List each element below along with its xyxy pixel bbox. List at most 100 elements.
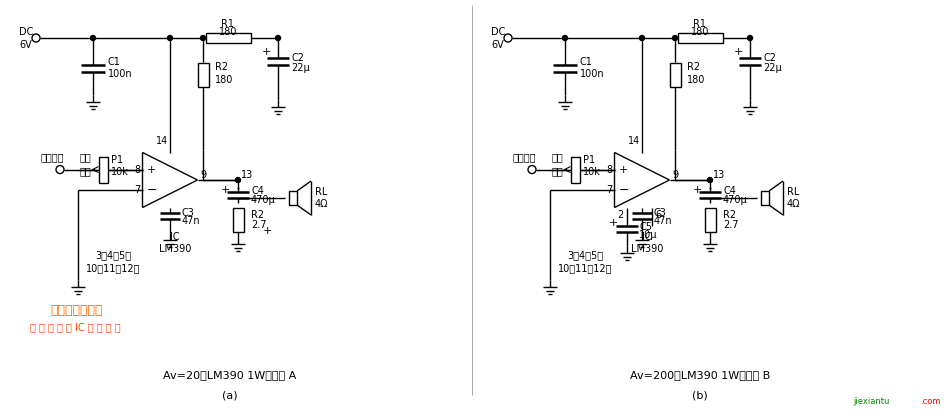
Text: 180: 180 [691,27,710,37]
Text: 100n: 100n [108,69,133,79]
Text: R2: R2 [215,62,228,72]
Text: −: − [146,184,157,197]
Text: C2: C2 [763,53,776,63]
Text: RL: RL [787,187,799,197]
Text: 14: 14 [628,136,640,146]
Circle shape [708,178,712,183]
Circle shape [673,35,677,40]
Circle shape [167,35,173,40]
Bar [677,33,723,43]
Text: 10μ: 10μ [639,230,657,240]
Text: DC: DC [491,27,505,37]
Text: 47n: 47n [654,216,673,226]
Text: 调节: 调节 [79,166,91,176]
Text: jiexiantu: jiexiantu [854,398,890,406]
Text: R2: R2 [251,210,264,220]
Text: 180: 180 [218,27,238,37]
Text: 100n: 100n [580,69,604,79]
Bar [705,208,715,232]
Text: .com: .com [920,398,940,406]
Bar [289,191,297,205]
Text: R2: R2 [687,62,700,72]
Text: 10k: 10k [111,166,129,176]
Text: 8: 8 [606,165,613,175]
Text: C3: C3 [182,208,195,218]
Text: LM390: LM390 [631,245,663,255]
Circle shape [639,35,644,40]
Bar [198,63,208,87]
Text: IC: IC [642,233,652,243]
Text: (a): (a) [222,390,238,400]
Text: 180: 180 [215,75,234,85]
Text: 音量: 音量 [551,153,562,163]
Text: LM390: LM390 [159,245,191,255]
Text: 14: 14 [156,136,168,146]
Bar [99,156,107,183]
Bar [670,63,680,87]
Text: 47n: 47n [182,216,200,226]
Text: (b): (b) [693,390,708,400]
Text: +: + [262,226,272,236]
Text: +: + [618,165,628,175]
Text: 9: 9 [200,170,207,180]
Text: R1: R1 [694,19,707,29]
Circle shape [90,35,96,40]
Text: 6V: 6V [20,40,32,50]
Text: C5: C5 [639,221,652,231]
Text: 13: 13 [241,170,254,180]
Text: P1: P1 [111,155,124,165]
Text: 22μ: 22μ [291,63,310,73]
Text: 2.7: 2.7 [251,220,267,230]
Text: R1: R1 [221,19,235,29]
Text: 3、4、5、: 3、4、5、 [95,250,131,260]
Circle shape [276,35,280,40]
Text: +: + [261,47,271,57]
Circle shape [562,35,567,40]
Text: 维库电子市场网: 维库电子市场网 [50,304,103,317]
Text: 音量: 音量 [79,153,91,163]
Text: −: − [618,184,629,197]
Text: 470μ: 470μ [251,195,276,205]
Text: RL: RL [315,187,328,197]
Text: 180: 180 [687,75,705,85]
Text: 2.7: 2.7 [723,220,738,230]
Bar [205,33,251,43]
Text: 4Ω: 4Ω [787,199,801,209]
Text: 22μ: 22μ [763,63,782,73]
Text: DC: DC [19,27,33,37]
Text: 全 球 最 大 的 IC 采 购 网 站: 全 球 最 大 的 IC 采 购 网 站 [30,322,121,332]
Bar [761,191,769,205]
Text: 2: 2 [618,210,624,220]
Circle shape [748,35,752,40]
Text: 7: 7 [134,186,141,196]
Text: 音频输入: 音频输入 [40,153,64,163]
Text: +: + [693,185,702,195]
Text: 3、4、5、: 3、4、5、 [567,250,603,260]
Text: Av=200的LM390 1W放大器 B: Av=200的LM390 1W放大器 B [630,370,770,380]
Text: +: + [147,165,156,175]
Text: P1: P1 [583,155,595,165]
Text: C2: C2 [291,53,304,63]
Text: 调节: 调节 [551,166,562,176]
Text: 6: 6 [655,210,661,220]
Text: 10、11、12脚: 10、11、12脚 [86,263,141,273]
Text: +: + [220,185,230,195]
Text: Av=20的LM390 1W放大器 A: Av=20的LM390 1W放大器 A [163,370,296,380]
Text: C3: C3 [654,208,667,218]
Text: 音频输入: 音频输入 [512,153,536,163]
Text: IC: IC [170,233,180,243]
Text: 10、11、12脚: 10、11、12脚 [558,263,612,273]
Text: 6V: 6V [492,40,504,50]
Circle shape [236,178,240,183]
Text: 7: 7 [606,186,613,196]
Text: C4: C4 [723,186,736,196]
Text: 470μ: 470μ [723,195,748,205]
Text: 13: 13 [713,170,725,180]
Bar [233,208,243,232]
Text: 8: 8 [134,165,141,175]
Text: +: + [733,47,743,57]
Text: C4: C4 [251,186,264,196]
Bar [571,156,579,183]
Text: C1: C1 [108,57,121,67]
Text: R2: R2 [723,210,736,220]
